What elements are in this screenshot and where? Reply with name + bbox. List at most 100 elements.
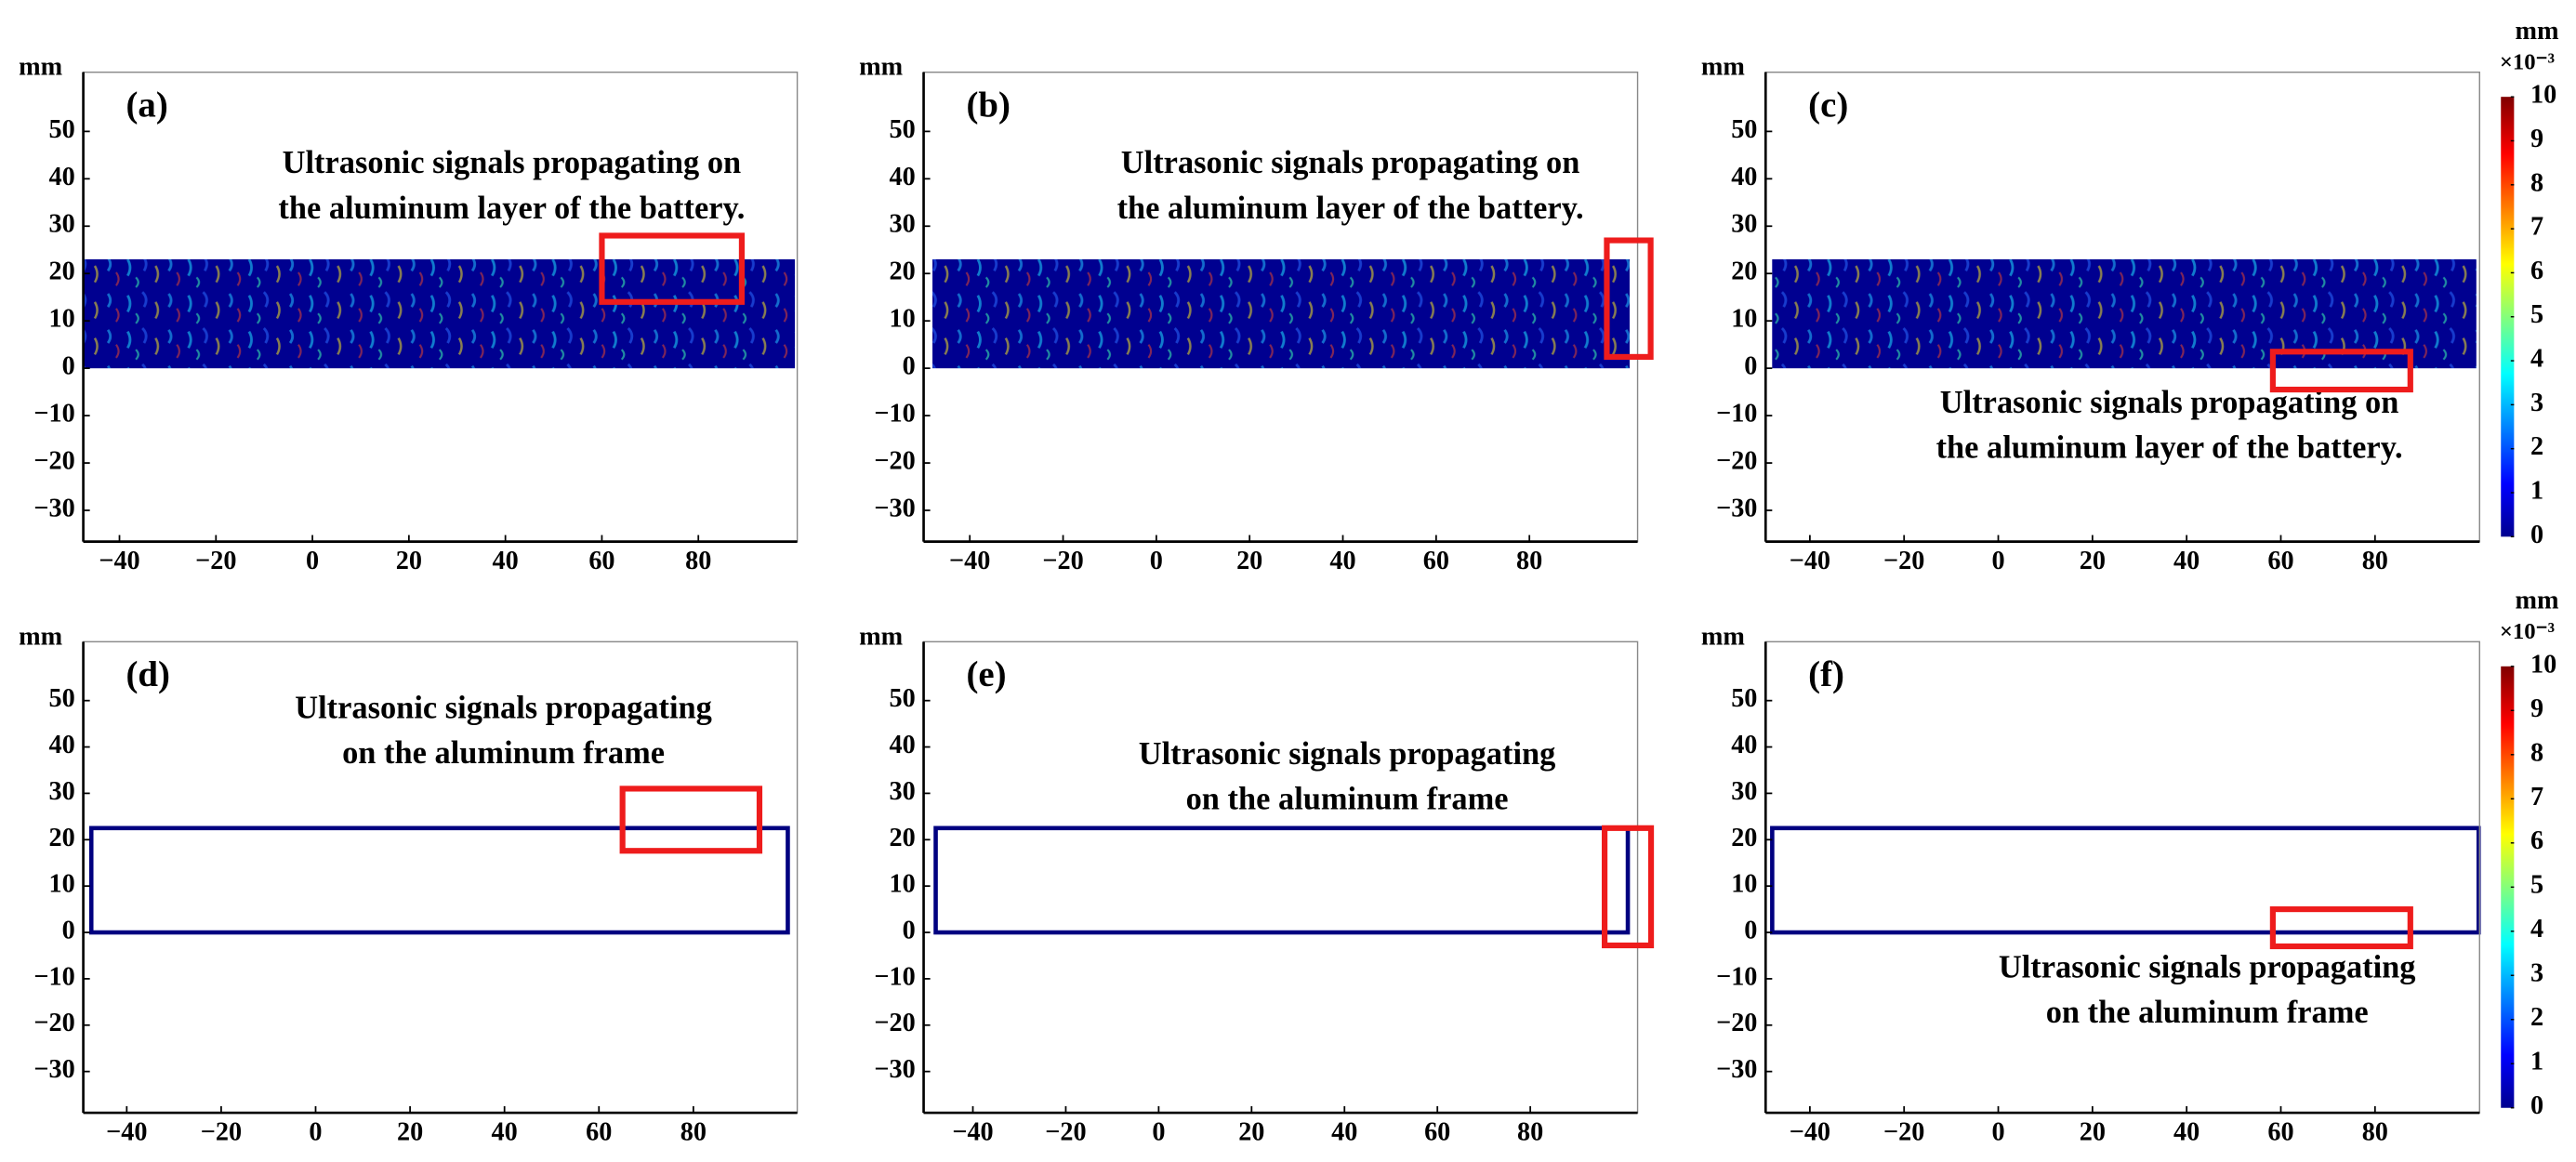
- x-tick-label: −20: [195, 547, 236, 575]
- y-tick-label: 20: [1731, 824, 1757, 852]
- annotation: Ultrasonic signals propagating on: [1121, 145, 1580, 180]
- wave-texture: [932, 258, 1631, 369]
- y-tick-label: 40: [889, 163, 915, 191]
- y-tick-label: 0: [1744, 352, 1757, 381]
- y-tick-label: 40: [1731, 163, 1757, 191]
- x-tick-label: 20: [2080, 547, 2106, 575]
- x-tick-label: 20: [1238, 1117, 1264, 1146]
- y-tick-label: 50: [889, 684, 915, 713]
- colorbar-tick-label: 9: [2530, 694, 2543, 723]
- y-tick-label: 30: [1731, 210, 1757, 239]
- x-tick-label: 20: [1236, 547, 1262, 575]
- colorbar-tick-label: 0: [2530, 1091, 2543, 1120]
- colorbar-tick-label: 6: [2530, 257, 2543, 285]
- y-tick-label: 30: [49, 777, 75, 806]
- x-tick-label: −20: [1045, 1117, 1086, 1146]
- colorbar: [2501, 97, 2515, 537]
- x-tick-label: 40: [2173, 1117, 2200, 1146]
- y-tick-label: −30: [1716, 1055, 1757, 1084]
- highlight-box: [1604, 237, 1654, 361]
- x-tick-label: 0: [309, 1117, 322, 1146]
- highlight-box: [599, 232, 746, 305]
- y-tick-label: 10: [49, 305, 75, 334]
- y-tick-label: −20: [33, 447, 74, 476]
- y-tick-label: 0: [62, 917, 75, 945]
- y-tick-label: 30: [1731, 777, 1757, 806]
- y-axis-label: mm: [19, 622, 63, 651]
- x-tick-label: 0: [306, 547, 319, 575]
- x-tick-label: −40: [949, 547, 990, 575]
- y-tick-label: 30: [889, 210, 915, 239]
- x-tick-label: 0: [1150, 547, 1163, 575]
- y-tick-label: −30: [33, 1055, 74, 1084]
- x-tick-label: 60: [586, 1117, 612, 1146]
- panel-label: (b): [966, 85, 1010, 125]
- y-tick-label: 0: [1744, 917, 1757, 945]
- x-tick-label: 60: [1424, 1117, 1450, 1146]
- colorbar-tick-label: 8: [2530, 738, 2543, 767]
- y-tick-label: −20: [874, 447, 915, 476]
- highlight-box: [2269, 906, 2413, 950]
- colorbar-tick-label: 1: [2530, 476, 2543, 505]
- y-tick-label: −10: [33, 962, 74, 991]
- annotation: Ultrasonic signals propagating: [1999, 949, 2416, 984]
- x-tick-label: 60: [1423, 547, 1449, 575]
- y-tick-label: −10: [1716, 400, 1757, 429]
- annotation: on the aluminum frame: [2046, 995, 2369, 1030]
- aluminum-frame: [88, 825, 790, 935]
- x-tick-label: 40: [2173, 547, 2200, 575]
- annotation: Ultrasonic signals propagating on: [283, 145, 742, 180]
- x-tick-label: 60: [2267, 547, 2293, 575]
- annotation: Ultrasonic signals propagating: [295, 690, 712, 725]
- y-tick-label: 40: [49, 731, 75, 759]
- x-tick-label: −20: [1883, 547, 1924, 575]
- annotation: the aluminum layer of the battery.: [1117, 191, 1584, 226]
- x-tick-label: −40: [1790, 547, 1830, 575]
- colorbar-tick-label: 3: [2530, 959, 2543, 988]
- colorbar-label: mm: [2516, 17, 2560, 46]
- y-tick-label: 10: [1731, 305, 1757, 334]
- colorbar-tick-label: 0: [2530, 521, 2543, 549]
- annotation: Ultrasonic signals propagating: [1139, 736, 1556, 772]
- colorbar-scale: ×10⁻³: [2500, 50, 2555, 75]
- y-tick-label: 50: [1731, 684, 1757, 713]
- x-tick-label: −20: [1042, 547, 1083, 575]
- x-tick-label: −40: [952, 1117, 993, 1146]
- x-tick-label: 40: [493, 547, 519, 575]
- y-tick-label: 20: [1731, 257, 1757, 286]
- y-tick-label: 50: [49, 684, 75, 713]
- colorbar-tick-label: 2: [2530, 432, 2543, 461]
- y-axis-label: mm: [1701, 622, 1746, 651]
- aluminum-frame: [933, 825, 1631, 935]
- y-tick-label: −10: [1716, 962, 1757, 991]
- y-tick-label: −30: [874, 494, 915, 522]
- y-tick-label: −30: [33, 494, 74, 522]
- y-tick-label: 40: [1731, 731, 1757, 759]
- y-tick-label: −10: [874, 962, 915, 991]
- colorbar-tick-label: 5: [2530, 300, 2543, 329]
- y-tick-label: 10: [889, 870, 915, 899]
- y-tick-label: 50: [49, 115, 75, 144]
- colorbar-tick-label: 4: [2530, 345, 2543, 374]
- x-tick-label: 20: [397, 1117, 423, 1146]
- colorbar-scale: ×10⁻³: [2500, 619, 2555, 644]
- colorbar-tick-label: 7: [2530, 213, 2543, 242]
- y-axis-label: mm: [859, 53, 904, 82]
- wave-texture: [83, 258, 796, 369]
- x-tick-label: 20: [2080, 1117, 2106, 1146]
- y-tick-label: 10: [49, 870, 75, 899]
- x-tick-label: −40: [99, 547, 139, 575]
- y-tick-label: −20: [1716, 447, 1757, 476]
- annotation: the aluminum layer of the battery.: [1936, 430, 2403, 466]
- x-tick-label: 80: [2362, 547, 2388, 575]
- x-tick-label: 80: [680, 1117, 707, 1146]
- aluminum-frame: [1770, 825, 2481, 935]
- annotation: on the aluminum frame: [1186, 781, 1509, 816]
- y-tick-label: 40: [889, 731, 915, 759]
- highlight-box: [2269, 349, 2413, 393]
- x-tick-label: 80: [1517, 1117, 1543, 1146]
- y-tick-label: −10: [874, 400, 915, 429]
- y-axis-label: mm: [19, 53, 63, 82]
- colorbar-tick-label: 4: [2530, 915, 2543, 944]
